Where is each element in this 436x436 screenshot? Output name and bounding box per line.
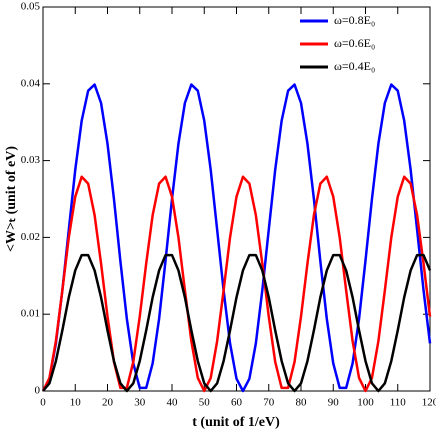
y-axis-label: <W>ₜ (unit of eV) [4, 146, 19, 252]
x-tick-label: 110 [390, 397, 407, 409]
x-tick-label: 120 [422, 397, 436, 409]
x-tick-label: 10 [70, 397, 82, 409]
series-line [41, 175, 432, 393]
x-tick-label: 100 [357, 397, 374, 409]
x-tick-label: 60 [231, 397, 243, 409]
x-tick-label: 40 [167, 397, 179, 409]
x-tick-label: 70 [263, 397, 275, 409]
x-tick-label: 30 [134, 397, 146, 409]
y-tick-label: 0 [35, 385, 41, 397]
x-tick-label: 50 [199, 397, 211, 409]
x-tick-label: 80 [296, 397, 308, 409]
legend-text: ω=0.8E₀ [334, 13, 375, 27]
x-axis-label: t (unit of 1/eV) [192, 415, 280, 430]
y-tick-label: 0.01 [21, 308, 40, 320]
y-tick-label: 0.03 [21, 154, 41, 166]
x-tick-label: 90 [328, 397, 340, 409]
x-tick-label: 0 [40, 397, 46, 409]
series-line [41, 83, 432, 393]
x-tick-label: 20 [102, 397, 114, 409]
y-tick-label: 0.04 [21, 77, 41, 89]
series-line [42, 253, 432, 393]
legend-text: ω=0.4E₀ [334, 59, 375, 73]
legend-text: ω=0.6E₀ [334, 36, 375, 50]
y-tick-label: 0.05 [21, 1, 41, 13]
y-tick-label: 0.02 [21, 231, 40, 243]
